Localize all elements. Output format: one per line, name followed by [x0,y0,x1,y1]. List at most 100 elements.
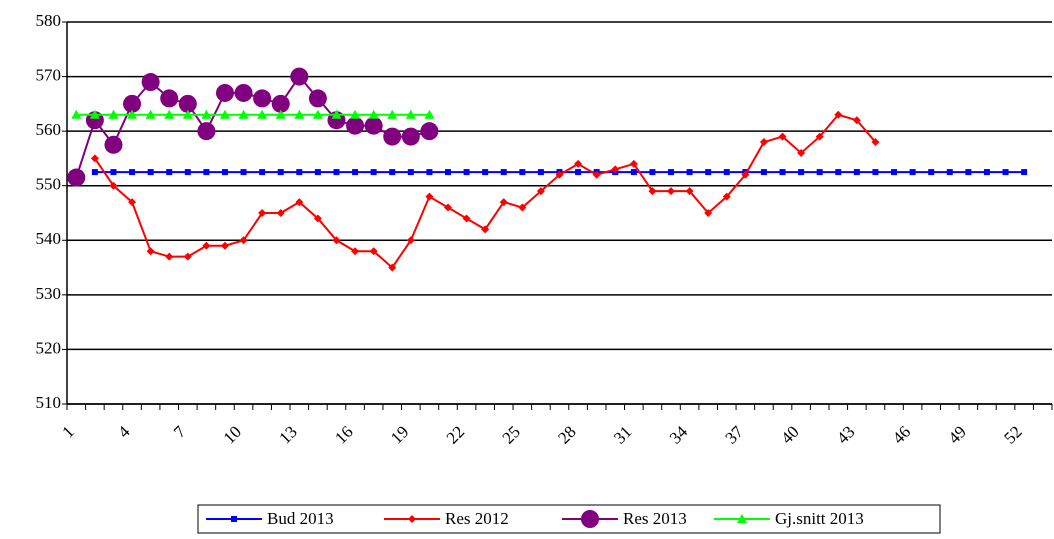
marker [197,122,216,141]
marker [779,169,786,176]
marker [482,169,489,176]
x-tick-label: 25 [498,422,523,447]
marker [290,67,309,86]
marker [667,187,676,196]
marker [239,236,248,245]
marker [108,109,119,119]
marker [215,83,234,102]
marker [852,116,861,125]
marker [314,169,321,176]
x-tick-label: 13 [275,422,300,447]
x-tick-label: 34 [666,422,692,448]
marker [203,169,210,176]
legend-label: Bud 2013 [267,509,334,528]
marker [258,209,267,217]
marker [178,94,197,113]
marker [369,247,378,256]
marker [408,515,416,523]
marker [575,169,582,176]
marker [519,169,526,176]
marker [388,263,397,272]
marker [424,109,435,119]
marker [500,169,507,176]
marker [165,252,174,261]
marker [815,132,824,141]
marker [723,169,730,176]
marker [741,170,750,179]
marker [835,169,842,176]
marker [350,109,361,119]
marker [259,169,266,176]
marker [91,169,98,176]
marker [331,109,342,119]
marker [737,514,747,523]
marker [271,94,290,113]
marker [109,181,118,190]
y-tick-label: 570 [36,65,62,84]
marker [581,510,599,528]
marker [333,169,340,176]
marker [220,241,229,250]
legend-label: Res 2012 [445,509,509,528]
marker [128,198,137,207]
marker [629,159,638,168]
marker [308,89,327,108]
marker [257,109,268,119]
marker [389,169,396,176]
marker [592,170,601,179]
marker [574,159,583,168]
marker [313,214,322,223]
marker [231,516,237,522]
marker [164,109,175,119]
marker [611,165,620,174]
marker [537,169,544,176]
marker [253,89,272,108]
marker [686,169,693,176]
marker [368,109,379,119]
marker [110,169,117,176]
x-tick-label: 22 [443,422,468,447]
y-tick-label: 580 [36,11,62,30]
marker [444,169,451,176]
x-tick-label: 1 [58,422,77,441]
x-tick-label: 37 [721,422,747,448]
marker [145,109,156,119]
marker [481,225,490,234]
x-tick-label: 16 [331,422,356,447]
x-tick-label: 4 [114,422,134,442]
x-tick-label: 31 [610,422,635,447]
marker [183,252,192,261]
marker [332,236,341,245]
x-tick-label: 7 [170,422,190,442]
marker [648,187,657,196]
marker [499,198,508,207]
legend-label: Res 2013 [623,509,687,528]
marker [346,116,365,135]
y-tick-label: 540 [36,229,62,248]
marker [853,169,860,176]
marker [420,122,439,141]
marker [798,169,805,176]
marker [426,169,433,176]
marker [797,148,806,157]
marker [946,169,953,176]
marker [240,169,247,176]
marker [71,109,82,119]
x-tick-label: 19 [387,422,412,447]
marker [668,169,675,176]
y-tick-label: 530 [36,284,62,303]
marker [630,169,637,176]
marker [649,169,656,176]
x-tick-label: 49 [945,422,970,447]
marker [407,169,414,176]
marker [387,109,398,119]
marker [834,110,843,119]
marker [182,109,193,119]
x-tick-label: 10 [220,422,245,447]
marker [965,169,972,176]
marker [871,138,880,147]
marker [928,169,935,176]
marker [760,169,767,176]
y-tick-label: 520 [36,338,62,357]
marker [238,109,249,119]
